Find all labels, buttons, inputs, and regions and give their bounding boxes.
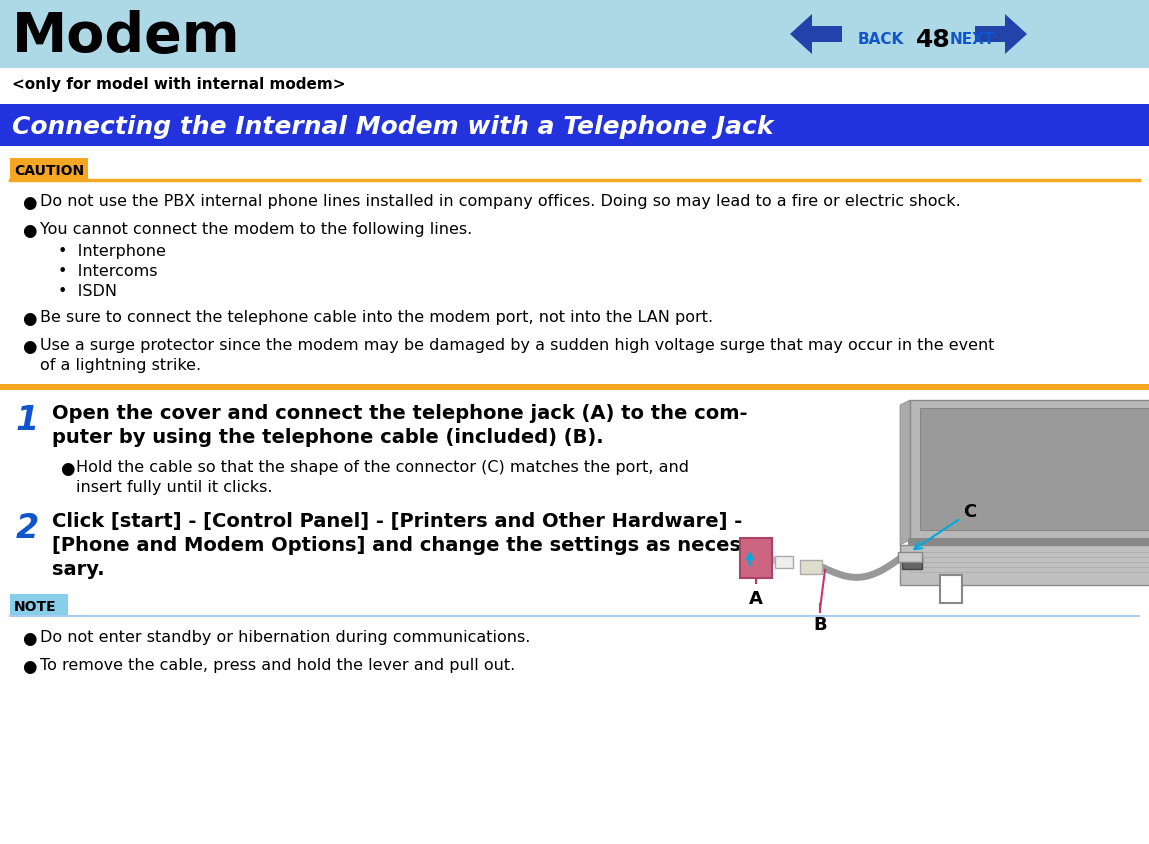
Text: Connecting the Internal Modem with a Telephone Jack: Connecting the Internal Modem with a Tel… [11, 116, 773, 139]
FancyBboxPatch shape [0, 384, 1149, 390]
Polygon shape [900, 400, 910, 545]
FancyBboxPatch shape [800, 560, 822, 574]
Text: Do not enter standby or hibernation during communications.: Do not enter standby or hibernation duri… [40, 630, 531, 645]
Text: NOTE: NOTE [14, 600, 56, 614]
Text: puter by using the telephone cable (included) (B).: puter by using the telephone cable (incl… [52, 428, 603, 447]
Polygon shape [900, 545, 1149, 585]
Text: Hold the cable so that the shape of the connector (C) matches the port, and: Hold the cable so that the shape of the … [76, 460, 689, 475]
Polygon shape [791, 14, 842, 54]
Text: B: B [813, 616, 827, 634]
Text: •  Intercoms: • Intercoms [57, 264, 157, 279]
Text: Open the cover and connect the telephone jack (A) to the com-: Open the cover and connect the telephone… [52, 404, 748, 423]
Text: ●: ● [60, 460, 75, 478]
Text: C: C [915, 503, 977, 549]
FancyBboxPatch shape [740, 538, 772, 578]
FancyBboxPatch shape [0, 104, 1149, 146]
Text: A: A [749, 590, 763, 608]
FancyBboxPatch shape [10, 594, 68, 616]
Text: [Phone and Modem Options] and change the settings as neces-: [Phone and Modem Options] and change the… [52, 536, 749, 555]
FancyBboxPatch shape [940, 575, 962, 603]
Polygon shape [910, 400, 1149, 540]
Text: ●: ● [22, 338, 37, 356]
Text: ●: ● [22, 222, 37, 240]
FancyBboxPatch shape [10, 158, 88, 180]
Text: Click [start] - [Control Panel] - [Printers and Other Hardware] -: Click [start] - [Control Panel] - [Print… [52, 512, 742, 531]
FancyBboxPatch shape [902, 557, 921, 569]
Text: Use a surge protector since the modem may be damaged by a sudden high voltage su: Use a surge protector since the modem ma… [40, 338, 995, 353]
Text: sary.: sary. [52, 560, 105, 579]
Text: Do not use the PBX internal phone lines installed in company offices. Doing so m: Do not use the PBX internal phone lines … [40, 194, 961, 209]
Text: 48: 48 [916, 28, 950, 52]
FancyBboxPatch shape [908, 538, 1149, 546]
Text: BACK: BACK [858, 33, 904, 47]
Polygon shape [920, 408, 1149, 530]
FancyBboxPatch shape [0, 0, 1149, 68]
Text: You cannot connect the modem to the following lines.: You cannot connect the modem to the foll… [40, 222, 472, 237]
FancyBboxPatch shape [899, 552, 921, 562]
Text: ●: ● [22, 630, 37, 648]
Text: insert fully until it clicks.: insert fully until it clicks. [76, 480, 272, 495]
Text: Be sure to connect the telephone cable into the modem port, not into the LAN por: Be sure to connect the telephone cable i… [40, 310, 714, 325]
FancyBboxPatch shape [774, 556, 793, 568]
Text: •  Interphone: • Interphone [57, 244, 165, 259]
Text: ●: ● [22, 658, 37, 676]
Text: 1: 1 [16, 404, 39, 437]
Text: of a lightning strike.: of a lightning strike. [40, 358, 201, 373]
Text: ●: ● [22, 310, 37, 328]
Text: NEXT: NEXT [950, 33, 995, 47]
Polygon shape [976, 14, 1027, 54]
Text: •  ISDN: • ISDN [57, 284, 117, 299]
Text: Modem: Modem [11, 10, 240, 64]
Text: 2: 2 [16, 512, 39, 545]
Text: ●: ● [22, 194, 37, 212]
Text: To remove the cable, press and hold the lever and pull out.: To remove the cable, press and hold the … [40, 658, 515, 673]
Text: <only for model with internal modem>: <only for model with internal modem> [11, 77, 346, 92]
Text: CAUTION: CAUTION [14, 164, 84, 178]
